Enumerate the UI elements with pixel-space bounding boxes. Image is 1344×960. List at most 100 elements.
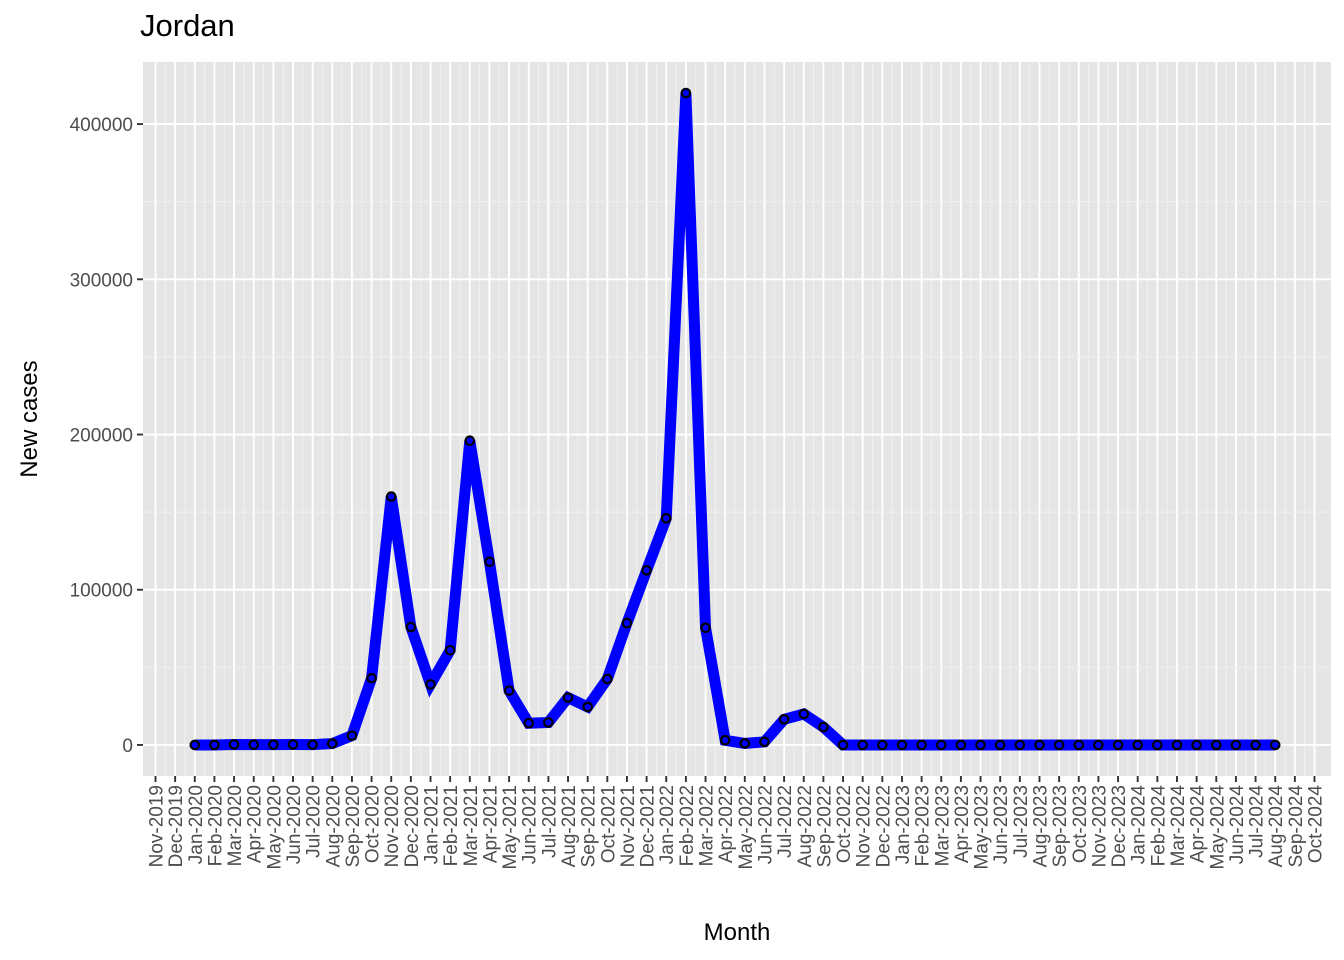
x-tick-label: Sep-2020 [343, 785, 364, 867]
data-point [837, 739, 849, 751]
x-tick-label: Jun-2021 [520, 785, 541, 864]
data-point [719, 734, 731, 746]
data-point [405, 621, 417, 633]
data-point [641, 565, 652, 576]
x-tick-label: Jun-2020 [284, 785, 305, 864]
x-tick-label: Nov-2023 [1089, 785, 1110, 867]
x-tick-label: Jan-2022 [657, 785, 678, 864]
chart-title: Jordan [140, 8, 235, 43]
data-point [1210, 739, 1222, 751]
x-tick-label: May-2024 [1207, 785, 1228, 870]
x-tick-label: Feb-2023 [913, 785, 934, 866]
data-point [523, 717, 535, 729]
y-tick-label: 100000 [70, 581, 133, 602]
data-point [425, 679, 436, 690]
y-axis-title: New cases [16, 360, 43, 477]
x-axis-title: Month [704, 919, 771, 946]
y-tick-label: 300000 [70, 270, 133, 291]
x-tick-label: May-2021 [500, 785, 521, 870]
x-tick-label: May-2022 [736, 785, 757, 870]
series-group [189, 87, 1281, 751]
data-point [209, 739, 220, 751]
x-tick-label: Sep-2022 [814, 785, 835, 867]
data-point [955, 739, 967, 751]
data-point [700, 622, 711, 634]
data-point [778, 714, 790, 725]
data-point [1093, 739, 1104, 751]
data-point [1250, 739, 1261, 751]
x-tick-label: Sep-2023 [1050, 785, 1071, 867]
x-tick-label: Dec-2021 [638, 785, 659, 867]
data-point [248, 739, 260, 750]
data-point [1014, 739, 1026, 751]
data-point [346, 730, 358, 741]
x-tick-label: Jul-2024 [1247, 785, 1268, 858]
x-tick-label: Sep-2021 [579, 785, 600, 867]
x-tick-label: Feb-2024 [1148, 785, 1169, 867]
x-tick-label: Mar-2024 [1168, 785, 1189, 867]
x-tick-label: Apr-2021 [480, 785, 501, 863]
x-tick-label: Jun-2024 [1227, 785, 1248, 865]
y-tick-label: 0 [122, 736, 133, 757]
data-point [326, 738, 338, 749]
data-point [818, 721, 829, 733]
x-tick-label: Aug-2022 [795, 785, 816, 867]
data-point [562, 692, 574, 703]
x-tick-label: Jan-2020 [186, 785, 207, 864]
y-tick-label: 400000 [70, 115, 133, 136]
data-point [739, 738, 751, 749]
data-point [484, 556, 495, 568]
x-tick-label: Feb-2020 [205, 785, 226, 866]
data-point [582, 701, 593, 713]
grid-lines [143, 62, 1331, 776]
x-tick-label: Oct-2024 [1306, 785, 1327, 864]
data-point [1073, 739, 1085, 751]
data-point [385, 491, 397, 502]
data-point [1112, 739, 1124, 751]
x-tick-label: Dec-2023 [1109, 785, 1130, 867]
data-point [857, 739, 868, 751]
data-point [268, 739, 279, 750]
x-tick-label: Jul-2023 [1011, 785, 1032, 858]
data-point [444, 644, 456, 656]
data-point [189, 739, 201, 751]
plot-panel [143, 62, 1331, 776]
data-point [602, 673, 613, 685]
x-axis-ticks: Nov-2019Dec-2019Jan-2020Feb-2020Mar-2020… [147, 776, 1327, 870]
x-tick-label: Oct-2021 [598, 785, 619, 863]
x-tick-label: Oct-2023 [1070, 785, 1091, 863]
y-tick-label: 200000 [70, 426, 133, 447]
x-tick-label: Nov-2022 [854, 785, 875, 867]
data-point [1053, 739, 1065, 751]
x-tick-label: Nov-2019 [147, 785, 168, 867]
data-point [877, 739, 888, 751]
x-tick-label: Apr-2024 [1188, 785, 1209, 864]
data-point [1171, 739, 1183, 751]
x-tick-label: Mar-2023 [932, 785, 953, 866]
data-point [798, 708, 810, 720]
data-point [896, 739, 908, 751]
x-tick-label: Aug-2024 [1266, 785, 1287, 868]
data-point [228, 739, 240, 750]
x-tick-label: Oct-2020 [363, 785, 384, 863]
data-point [1269, 739, 1281, 751]
data-point [660, 513, 672, 524]
data-point [503, 685, 515, 696]
x-tick-label: May-2023 [972, 785, 993, 870]
x-tick-label: Jun-2023 [991, 785, 1012, 864]
y-axis-ticks: 0 100000 200000 300000 400000 [70, 115, 143, 757]
x-tick-label: Apr-2022 [716, 785, 737, 863]
data-point [1132, 739, 1144, 751]
x-tick-label: Mar-2021 [461, 785, 482, 866]
x-tick-label: Feb-2022 [677, 785, 698, 866]
x-tick-label: Feb-2021 [441, 785, 462, 866]
x-tick-label: Mar-2020 [225, 785, 246, 866]
data-point [935, 739, 947, 751]
x-tick-label: Nov-2021 [618, 785, 639, 867]
x-tick-label: Jan-2023 [893, 785, 914, 864]
x-tick-label: Jan-2024 [1129, 785, 1150, 865]
x-tick-label: Oct-2022 [834, 785, 855, 863]
x-tick-label: Dec-2020 [402, 785, 423, 867]
x-tick-label: Mar-2022 [697, 785, 718, 866]
x-tick-label: Jan-2021 [422, 785, 443, 864]
